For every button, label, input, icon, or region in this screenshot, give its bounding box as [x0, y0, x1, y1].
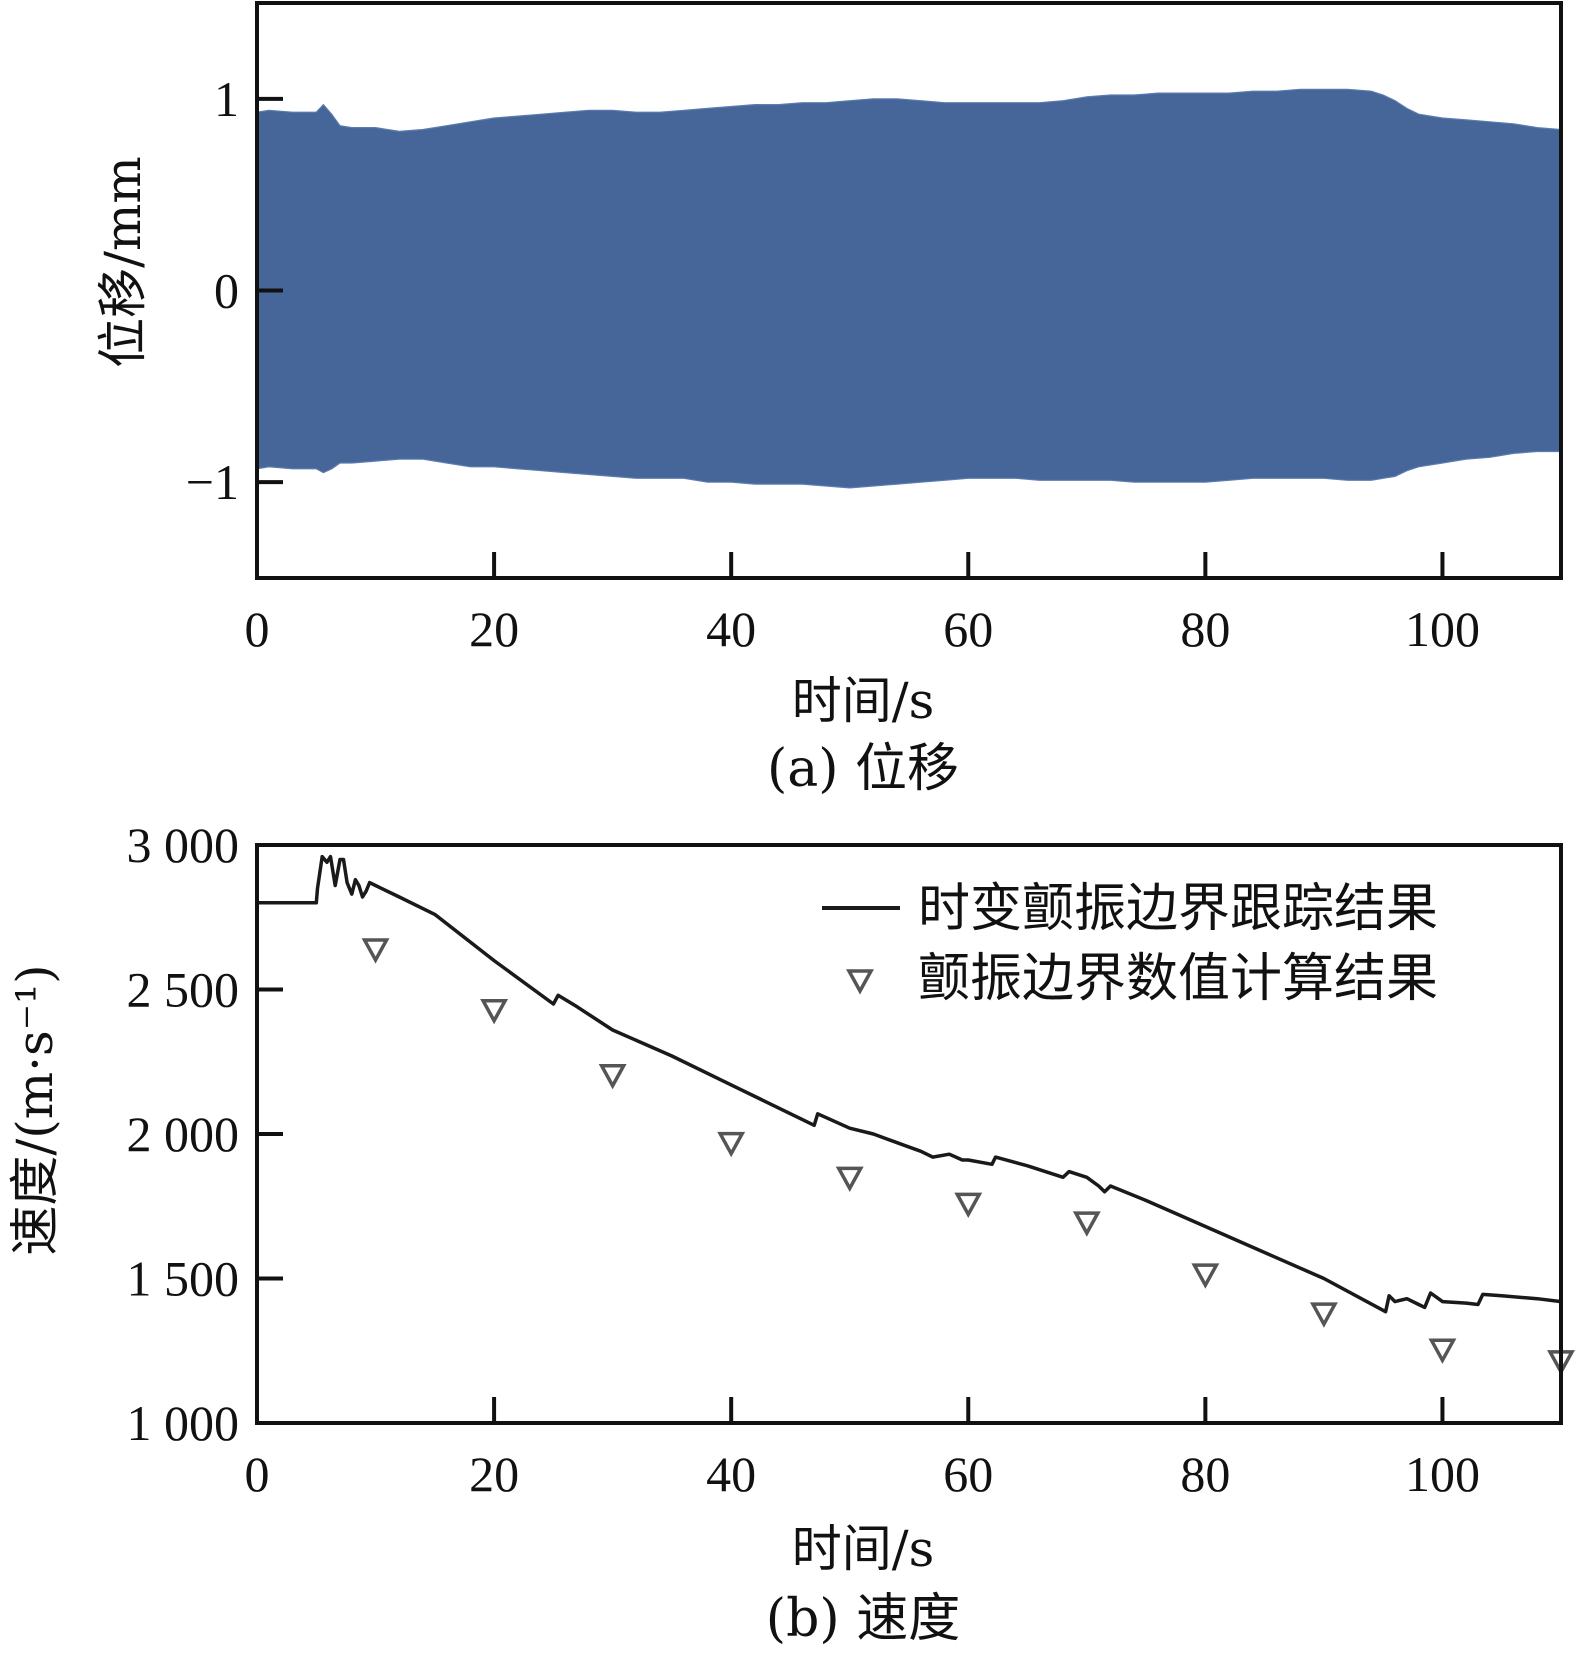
b-x-tick-label: 60	[943, 1446, 993, 1502]
velocity-marker-point	[835, 1166, 864, 1192]
a-x-tick-label: 0	[245, 601, 270, 657]
b-x-tick-label: 80	[1180, 1446, 1230, 1502]
velocity-marker-point	[954, 1192, 983, 1218]
velocity-tracking-line	[257, 854, 1563, 1423]
velocity-marker-point	[361, 938, 390, 964]
velocity-marker-point	[717, 1131, 746, 1158]
velocity-marker-point	[598, 1064, 627, 1090]
velocity-y-ticks: 1 000 1 500 2 000 2 500 3 000	[127, 817, 283, 1451]
a-x-tick-label: 100	[1405, 601, 1480, 657]
legend-label-tracking: 时变颤振边界跟踪结果	[918, 879, 1438, 939]
displacement-x-axis-title: 时间/s	[792, 672, 935, 730]
b-y-tick-label: 1 000	[127, 1395, 240, 1451]
velocity-marker-point	[1309, 1302, 1338, 1328]
legend-triangle-marker	[846, 969, 874, 995]
b-x-tick-label: 40	[706, 1446, 756, 1502]
b-x-tick-label: 0	[245, 1446, 270, 1502]
a-x-tick-label: 60	[943, 601, 993, 657]
displacement-series-area	[256, 88, 1562, 489]
a-x-tick-label: 20	[469, 601, 519, 657]
legend-label-numerical: 颤振边界数值计算结果	[918, 949, 1438, 1009]
b-y-tick-label: 2 000	[127, 1106, 240, 1162]
b-x-tick-label: 20	[469, 1446, 519, 1502]
velocity-x-axis-title: 时间/s	[792, 1520, 935, 1578]
caption-b: (b) 速度	[766, 1589, 960, 1649]
displacement-y-ticks: −1 0 1	[186, 71, 283, 510]
chart-displacement: 0 20 40 60 80 100 −1 0 1 时间/s 位移/mm (a) 位移	[94, 1, 1563, 799]
b-y-tick-label: 2 500	[127, 962, 240, 1018]
caption-a: (a) 位移	[767, 739, 959, 799]
a-y-tick-label: 0	[214, 263, 239, 319]
b-y-tick-label: 1 500	[127, 1251, 240, 1307]
a-y-tick-label: 1	[214, 71, 239, 127]
velocity-x-ticks: 0 20 40 60 80 100	[245, 1397, 1480, 1502]
velocity-legend: 时变颤振边界跟踪结果 颤振边界数值计算结果	[822, 879, 1438, 1009]
velocity-marker-point	[1072, 1211, 1101, 1237]
velocity-numerical-markers	[361, 938, 1575, 1376]
displacement-x-ticks: 0 20 40 60 80 100	[245, 552, 1480, 657]
velocity-marker-point	[480, 998, 509, 1025]
displacement-plot-area	[256, 88, 1562, 489]
velocity-marker-point	[1191, 1263, 1220, 1289]
chart-velocity: 0 20 40 60 80 100 1 000 1 500 2 000 2 500 3 000 时…	[6, 817, 1575, 1649]
velocity-marker-point	[1428, 1338, 1457, 1364]
b-x-tick-label: 100	[1405, 1446, 1480, 1502]
displacement-y-axis-title: 位移/mm	[94, 156, 152, 368]
a-x-tick-label: 80	[1180, 601, 1230, 657]
velocity-y-axis-title: 速度/(m·s⁻¹)	[6, 964, 64, 1255]
b-y-tick-label: 3 000	[127, 817, 240, 873]
velocity-plot-area	[257, 854, 1575, 1423]
a-x-tick-label: 40	[706, 601, 756, 657]
a-y-tick-label: −1	[186, 454, 239, 510]
